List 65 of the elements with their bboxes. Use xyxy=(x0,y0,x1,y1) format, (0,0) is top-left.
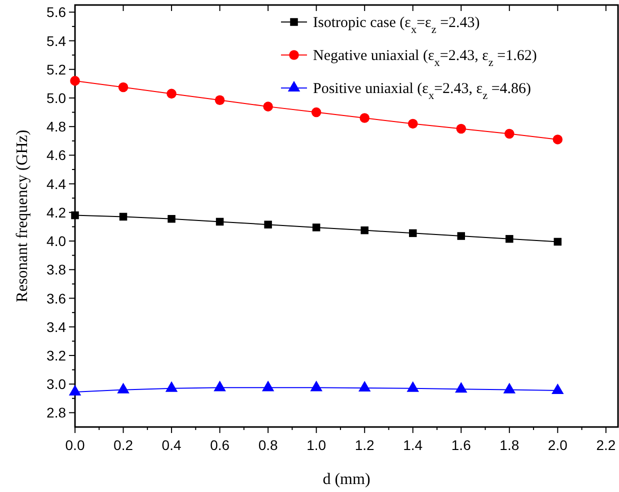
legend-label: Isotropic case (ε$_{x}$=ε$_{z}$ =2.43) xyxy=(313,15,480,36)
point xyxy=(168,214,176,223)
y-tick-label: 5.6 xyxy=(46,4,66,20)
y-tick-label: 4.8 xyxy=(46,118,66,135)
point xyxy=(457,232,466,240)
point xyxy=(216,218,224,226)
x-tick-label: 2.2 xyxy=(596,437,616,453)
y-tick-label: 4.6 xyxy=(46,147,66,164)
point xyxy=(263,102,273,112)
y-tick-label: 5.2 xyxy=(46,61,66,78)
point xyxy=(310,380,322,392)
point xyxy=(554,238,562,246)
x-tick-label: 0.0 xyxy=(65,437,85,453)
y-tick-label: 4.0 xyxy=(46,233,66,250)
x-tick-label: 1.4 xyxy=(403,437,423,453)
x-tick-label: 0.6 xyxy=(210,437,230,453)
x-tick-label: 1.8 xyxy=(500,437,520,453)
legend-label: Negative uniaxial (ε$_{x}$=2.43, ε$_{z}$ =1.62) xyxy=(313,48,537,69)
y-tick-label: 3.2 xyxy=(46,347,66,364)
point xyxy=(262,380,274,392)
y-tick-label: 3.6 xyxy=(46,290,66,306)
point xyxy=(360,113,370,123)
point xyxy=(506,235,514,243)
point xyxy=(552,383,564,394)
point xyxy=(214,95,225,106)
legend-label: Positive uniaxial (ε$_{x}$=2.43, ε$_{z}$ =4.86) xyxy=(313,81,532,102)
y-axis-title: Resonant frequency (GHz) xyxy=(14,130,31,302)
point xyxy=(504,128,514,139)
point xyxy=(214,380,226,392)
y-tick-label: 3.8 xyxy=(46,262,66,278)
point xyxy=(70,76,80,86)
x-tick-label: 1.0 xyxy=(306,437,326,453)
x-tick-label: 0.2 xyxy=(114,437,134,453)
x-axis-title: d (mm) xyxy=(322,471,370,488)
y-tick-label: 4.4 xyxy=(46,176,66,192)
point xyxy=(165,381,178,392)
x-tick-label: 1.6 xyxy=(451,437,472,453)
point xyxy=(117,382,130,394)
x-tick-label: 2.0 xyxy=(548,437,568,453)
x-tick-label: 1.2 xyxy=(354,437,375,453)
x-tick-label: 0.8 xyxy=(258,437,278,453)
point xyxy=(264,220,272,228)
point xyxy=(68,384,82,396)
point xyxy=(166,88,176,99)
point xyxy=(408,229,417,238)
point xyxy=(358,380,371,392)
x-tick-label: 0.4 xyxy=(162,437,182,453)
point xyxy=(311,107,322,118)
point xyxy=(503,382,516,394)
y-tick-label: 2.8 xyxy=(46,404,66,421)
point xyxy=(312,224,320,232)
point xyxy=(406,381,419,392)
point xyxy=(408,118,418,129)
y-tick-label: 3.0 xyxy=(46,376,66,392)
point xyxy=(119,212,128,221)
point xyxy=(118,82,128,92)
point xyxy=(552,134,563,144)
point xyxy=(456,124,466,134)
point xyxy=(455,382,468,393)
y-tick-label: 3.4 xyxy=(46,318,66,335)
point xyxy=(71,211,79,220)
y-tick-label: 5.4 xyxy=(46,32,66,49)
point xyxy=(360,226,368,234)
y-tick-label: 5.0 xyxy=(46,90,66,106)
y-tick-label: 4.2 xyxy=(46,204,66,220)
